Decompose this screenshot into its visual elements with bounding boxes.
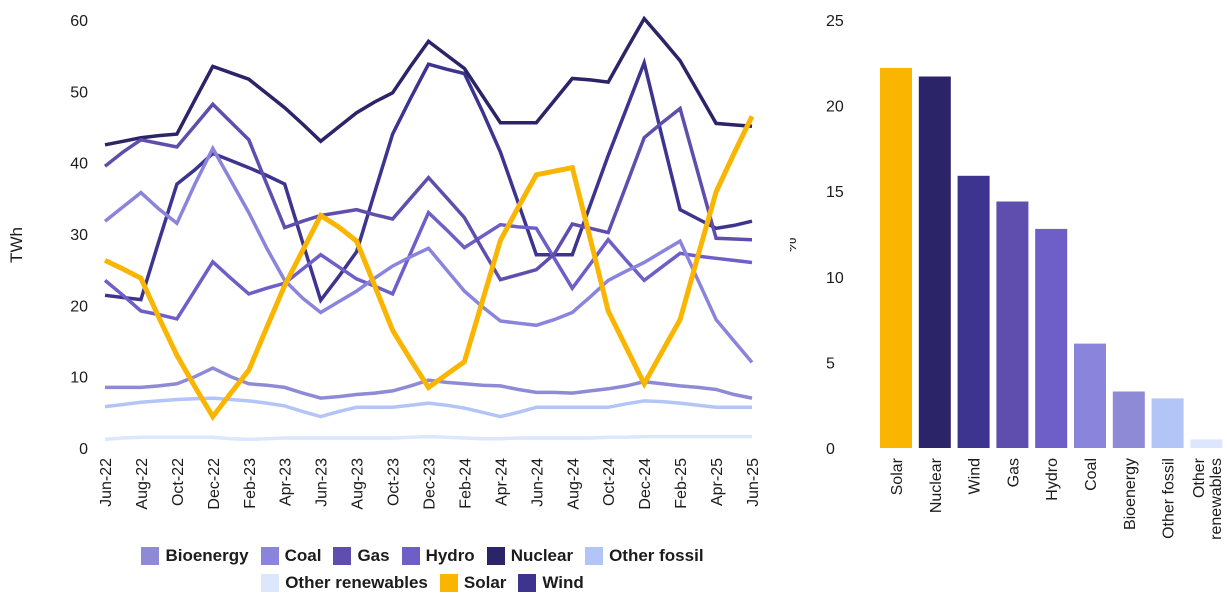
legend-swatch: [585, 547, 604, 565]
bar-gas: [996, 201, 1029, 448]
bar-wind: [957, 175, 990, 449]
line-chart-y-tick: 40: [70, 156, 88, 173]
legend-label: Bioenergy: [165, 546, 249, 565]
bar-other-renewables: [1190, 439, 1223, 448]
bar-bioenergy: [1112, 391, 1145, 448]
line-chart-y-tick: 10: [70, 370, 88, 387]
line-chart-y-ticks: 0 10 20 30 40 50 60: [70, 13, 88, 458]
line-chart-x-tick: Aug-23: [350, 458, 367, 510]
series-line-other-fossil: [104, 396, 752, 419]
line-chart-x-tick: Apr-24: [493, 458, 510, 506]
line-chart-series: [103, 15, 755, 442]
bar-chart-y-tick: 25: [826, 13, 844, 30]
line-chart-y-tick: 0: [79, 441, 88, 458]
bar-chart: % 0 5 10 15 20 25 Solar Nuclear Wind Gas Hydro Coa…: [790, 13, 1225, 540]
bar-chart-x-tick: Gas: [1005, 458, 1022, 487]
line-chart-ylabel: TWh: [7, 227, 26, 263]
series-line-other-renewables: [104, 434, 752, 442]
bar-solar: [880, 67, 912, 449]
line-chart-x-tick: Dec-22: [206, 458, 223, 510]
legend-swatch: [260, 547, 279, 565]
legend-item-solar: Solar: [439, 573, 507, 593]
legend-swatch: [333, 547, 352, 565]
line-chart-y-tick: 50: [70, 84, 88, 101]
bar-hydro: [1035, 228, 1068, 448]
bar-nuclear: [918, 76, 951, 448]
line-chart-x-tick: Feb-25: [673, 458, 690, 509]
line-chart-x-tick: Jun-22: [98, 458, 115, 507]
line-chart-y-tick: 60: [70, 13, 88, 30]
legend-swatch: [141, 547, 160, 565]
line-chart-x-tick: Oct-22: [170, 458, 187, 506]
line-chart-x-tick: Feb-23: [242, 458, 259, 509]
line-chart-x-tick: Jun-24: [529, 458, 546, 507]
legend-swatch: [518, 574, 537, 592]
legend-item-coal: Coal: [260, 546, 322, 566]
legend-label: Nuclear: [510, 546, 574, 565]
line-chart-x-tick: Apr-23: [278, 458, 295, 506]
bar-chart-x-tick: Other: [1191, 457, 1208, 498]
legend-label: Wind: [542, 573, 584, 592]
bar-chart-x-tick: Coal: [1083, 458, 1100, 491]
line-chart-x-tick: Oct-23: [386, 458, 403, 506]
line-chart-x-ticks: Jun-22 Aug-22 Oct-22 Dec-22 Feb-23 Apr-23 Jun-…: [98, 458, 762, 510]
legend-item-other-fossil: Other fossil: [585, 546, 704, 566]
line-chart-x-tick: Jun-25: [745, 458, 762, 507]
bar-chart-x-tick: Solar: [889, 457, 906, 495]
series-line-wind: [104, 56, 753, 305]
legend-label: Gas: [357, 546, 390, 565]
series-line-solar: [103, 115, 755, 422]
line-chart-x-tick: Aug-24: [565, 458, 582, 510]
legend-label: Solar: [463, 573, 507, 592]
legend-row: Other renewables Solar Wind: [0, 573, 845, 593]
legend-item-hydro: Hydro: [401, 546, 475, 566]
legend-swatch: [439, 574, 458, 592]
legend-item-nuclear: Nuclear: [486, 546, 574, 566]
series-line-gas: [103, 101, 753, 282]
legend-swatch: [261, 574, 280, 592]
legend-row: Bioenergy Coal Gas Hydro Nuclear Other fossil: [0, 546, 845, 566]
bar-coal: [1074, 343, 1106, 448]
bar-chart-x-tick: Hydro: [1044, 458, 1061, 501]
legend-swatch: [486, 547, 505, 565]
line-chart-x-tick: Oct-24: [601, 458, 618, 506]
legend-label: Coal: [284, 546, 322, 565]
bar-chart-y-tick: 5: [826, 355, 835, 372]
legend-label: Hydro: [425, 546, 475, 565]
bar-chart-x-ticks: Solar Nuclear Wind Gas Hydro Coal Bioenergy Oth…: [889, 457, 1225, 540]
legend-label: Other renewables: [285, 573, 428, 592]
bar-chart-bars: [880, 67, 1223, 449]
line-chart-x-tick: Aug-22: [134, 458, 151, 510]
series-line-nuclear: [104, 15, 753, 147]
legend-item-bioenergy: Bioenergy: [141, 546, 249, 566]
legend-item-wind: Wind: [518, 573, 584, 593]
line-chart-x-tick: Apr-25: [709, 458, 726, 506]
line-chart: TWh 0 10 20 30 40 50 60 Jun-22 Aug-22 Oct-22 Dec-…: [7, 13, 762, 510]
line-chart-y-tick: 30: [70, 227, 88, 244]
legend-swatch: [401, 547, 420, 565]
line-chart-x-tick: Dec-23: [422, 458, 439, 510]
line-chart-x-tick: Dec-24: [637, 458, 654, 510]
legend-item-gas: Gas: [333, 546, 390, 566]
line-chart-x-tick: Jun-23: [314, 458, 331, 507]
bar-chart-x-tick: Other fossil: [1161, 458, 1178, 539]
bar-chart-x-tick: Wind: [967, 458, 984, 494]
line-chart-y-tick: 20: [70, 298, 88, 315]
bar-chart-ylabel: %: [790, 237, 800, 252]
bar-chart-y-tick: 15: [826, 184, 844, 201]
legend: Bioenergy Coal Gas Hydro Nuclear Other fossil…: [0, 546, 845, 600]
legend-item-other-renewables: Other renewables: [261, 573, 428, 593]
bar-chart-y-ticks: 0 5 10 15 20 25: [826, 13, 844, 458]
series-line-coal: [103, 144, 754, 364]
bar-chart-x-tick: Nuclear: [928, 457, 945, 513]
legend-label: Other fossil: [609, 546, 704, 565]
bar-chart-x-tick: renewables: [1208, 458, 1225, 540]
bar-chart-y-tick: 10: [826, 270, 844, 287]
bar-chart-y-tick: 0: [826, 441, 835, 458]
line-chart-x-tick: Feb-24: [457, 458, 474, 509]
series-line-hydro: [103, 209, 753, 321]
bar-chart-y-tick: 20: [826, 99, 844, 116]
bar-other-fossil: [1151, 398, 1184, 448]
bar-chart-x-tick: Bioenergy: [1122, 458, 1139, 530]
